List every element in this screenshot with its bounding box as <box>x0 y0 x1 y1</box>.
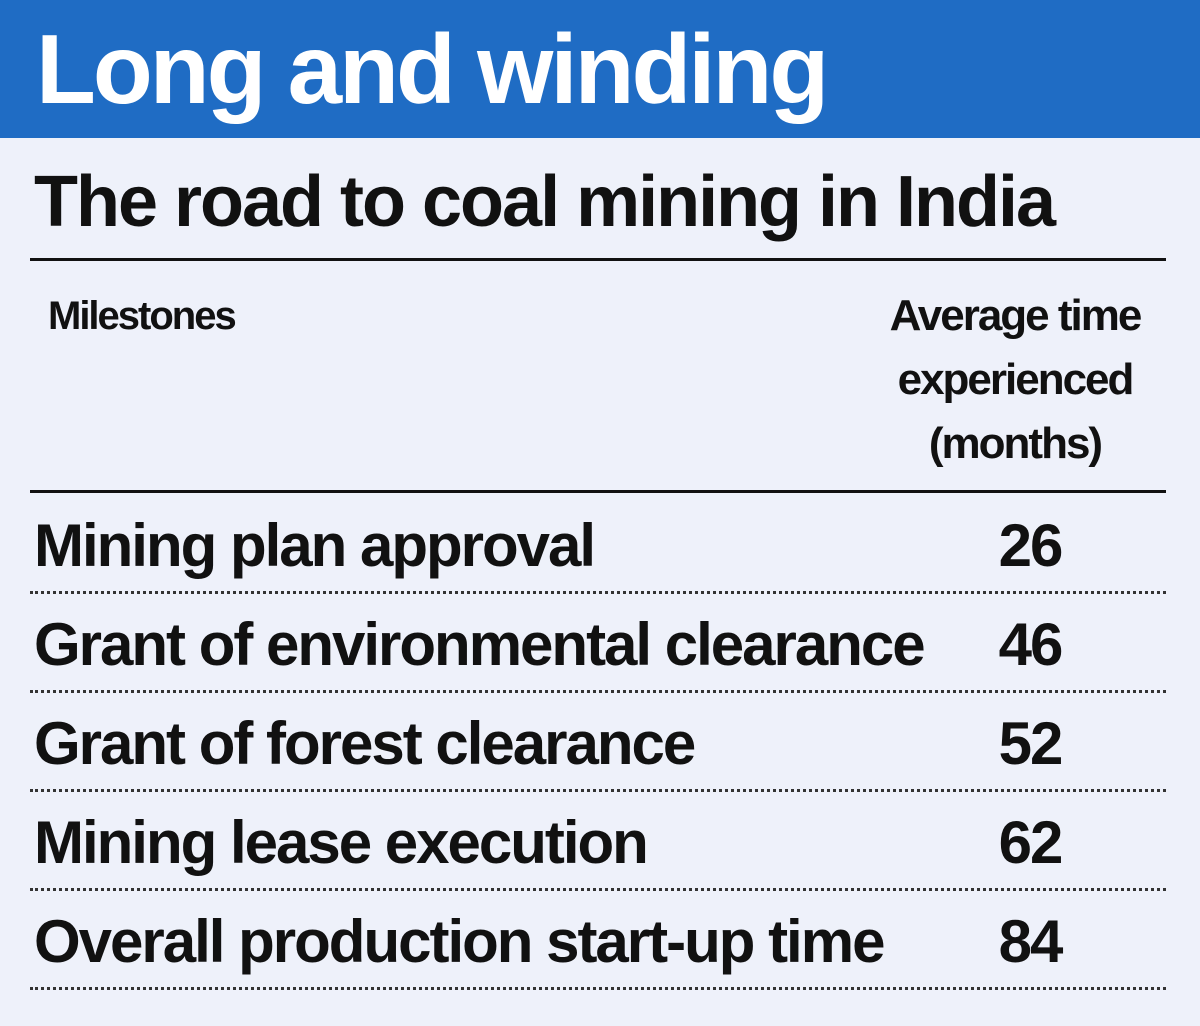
table-header-rule <box>30 490 1166 493</box>
months-value: 46 <box>998 611 1064 678</box>
chart-subtitle: The road to coal mining in India <box>34 162 1056 242</box>
row-divider <box>30 987 1166 990</box>
months-value: 84 <box>998 908 1064 975</box>
column-header-line: experienced <box>897 355 1135 404</box>
row-divider <box>30 888 1166 891</box>
milestone-label: Mining plan approval <box>34 512 596 579</box>
months-value: 26 <box>998 512 1064 579</box>
chart-title: Long and winding <box>36 14 829 124</box>
months-value: 62 <box>998 809 1064 876</box>
row-divider <box>30 789 1166 792</box>
column-header-line: (months) <box>928 419 1103 468</box>
table-top-rule <box>30 258 1166 261</box>
table-row: Grant of forest clearance 52 <box>30 696 1166 792</box>
header-band: Long and winding <box>0 0 1200 138</box>
table-row: Overall production start-up time 84 <box>30 894 1166 990</box>
table-row: Mining lease execution 62 <box>30 795 1166 891</box>
column-header-milestones: Milestones <box>48 294 237 338</box>
row-divider <box>30 690 1166 693</box>
months-value: 52 <box>998 710 1064 777</box>
table-row: Mining plan approval 26 <box>30 498 1166 594</box>
column-header-line: Average time <box>889 291 1143 340</box>
milestone-label: Grant of environmental clearance <box>34 611 926 678</box>
milestone-label: Mining lease execution <box>34 809 649 876</box>
column-header-average-time: Average time experienced (months) <box>830 284 1200 476</box>
milestone-label: Overall production start-up time <box>34 908 885 975</box>
table-row: Grant of environmental clearance 46 <box>30 597 1166 693</box>
row-divider <box>30 591 1166 594</box>
milestone-label: Grant of forest clearance <box>34 710 696 777</box>
